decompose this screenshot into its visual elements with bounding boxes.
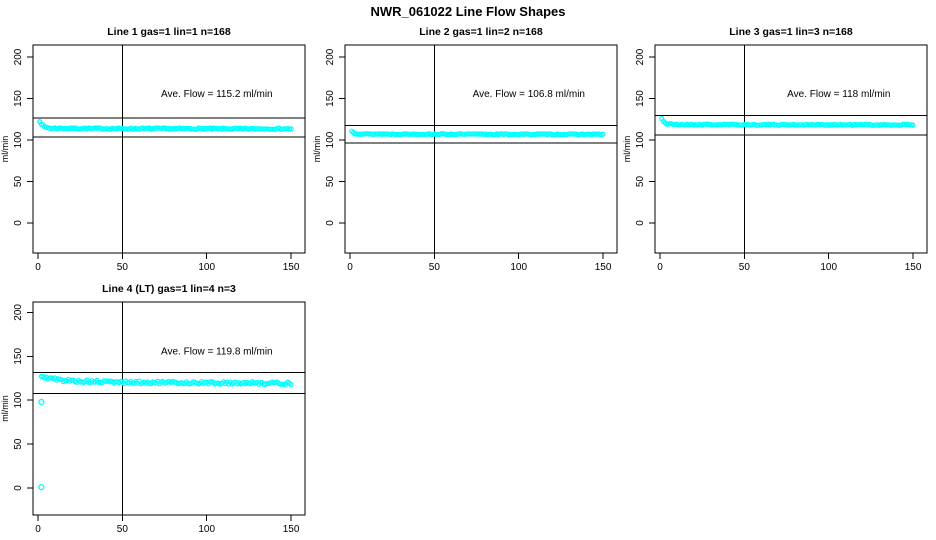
ave-flow-annotation: Ave. Flow = 106.8 ml/min	[473, 89, 585, 100]
panel-title: Line 1 gas=1 lin=1 n=168	[107, 26, 231, 38]
series-points	[37, 118, 294, 132]
y-tick-label: 150	[13, 90, 24, 107]
x-tick-label: 50	[117, 524, 129, 535]
data-point	[468, 131, 475, 137]
outlier-point	[38, 398, 45, 406]
data-point	[286, 126, 292, 132]
plot-box	[32, 301, 306, 516]
x-tick-label: 150	[595, 262, 612, 273]
y-tick-label: 50	[325, 176, 336, 188]
x-tick-label: 50	[429, 262, 441, 273]
x-tick-label: 100	[510, 262, 527, 273]
x-tick-label: 0	[347, 262, 353, 273]
data-point	[713, 122, 719, 128]
ave-flow-annotation: Ave. Flow = 118 ml/min	[787, 89, 890, 100]
y-tick-label: 100	[635, 131, 646, 148]
y-tick-label: 200	[13, 304, 24, 321]
y-tick-label: 200	[13, 48, 24, 65]
plot-box	[32, 44, 306, 254]
ave-flow-annotation: Ave. Flow = 119.8 ml/min	[161, 347, 273, 358]
y-tick-label: 200	[635, 48, 646, 65]
y-axis-label: ml/min	[312, 136, 322, 163]
data-point	[907, 122, 913, 128]
data-point	[288, 126, 294, 132]
y-axis-label: ml/min	[0, 136, 10, 163]
panel: Line 1 gas=1 lin=1 n=168 0 50 100 150 200 0 50 1…	[0, 26, 306, 273]
y-tick-label: 0	[13, 485, 24, 491]
panel-title: Line 3 gas=1 lin=3 n=168	[729, 26, 853, 38]
x-tick-label: 150	[905, 262, 922, 273]
panel-title: Line 2 gas=1 lin=2 n=168	[419, 26, 543, 38]
x-tick-label: 50	[117, 262, 129, 273]
data-point	[600, 131, 606, 137]
y-tick-label: 50	[13, 438, 24, 450]
plot-box	[344, 44, 618, 254]
x-tick-label: 100	[198, 262, 215, 273]
x-tick-label: 100	[198, 524, 215, 535]
y-tick-label: 0	[13, 220, 24, 226]
x-tick-label: 150	[283, 262, 300, 273]
data-point	[118, 125, 124, 131]
x-tick-label: 50	[739, 262, 751, 273]
x-tick-label: 0	[657, 262, 663, 273]
y-tick-label: 100	[13, 131, 24, 148]
panel: Line 3 gas=1 lin=3 n=168 0 50 100 150 200 0 50 1…	[622, 26, 928, 273]
panel: Line 2 gas=1 lin=2 n=168 0 50 100 150 200 0 50 1…	[312, 26, 618, 273]
y-tick-label: 200	[325, 48, 336, 65]
y-tick-label: 150	[635, 90, 646, 107]
ave-flow-annotation: Ave. Flow = 115.2 ml/min	[161, 89, 273, 100]
y-tick-label: 0	[325, 220, 336, 226]
y-tick-label: 0	[635, 220, 646, 226]
series-points	[659, 115, 916, 129]
y-tick-label: 150	[325, 90, 336, 107]
data-point	[288, 381, 294, 388]
y-tick-label: 50	[635, 176, 646, 188]
x-tick-label: 0	[35, 524, 41, 535]
panel-title: Line 4 (LT) gas=1 lin=4 n=3	[102, 283, 236, 295]
y-tick-label: 50	[13, 176, 24, 188]
y-axis-label: ml/min	[0, 395, 10, 422]
x-tick-label: 150	[283, 524, 300, 535]
series-points	[349, 128, 606, 138]
y-tick-label: 100	[325, 131, 336, 148]
main-title: NWR_061022 Line Flow Shapes	[370, 4, 565, 19]
panel: Line 4 (LT) gas=1 lin=4 n=3 0 50 100 150 200 0…	[0, 283, 306, 535]
outlier-point	[38, 483, 45, 491]
y-axis-label: ml/min	[622, 136, 632, 163]
series-points	[38, 373, 294, 388]
y-tick-label: 100	[13, 391, 24, 408]
data-point	[910, 122, 916, 128]
y-tick-label: 150	[13, 348, 24, 365]
plot-box	[654, 44, 928, 254]
x-tick-label: 0	[35, 262, 41, 273]
x-tick-label: 100	[820, 262, 837, 273]
